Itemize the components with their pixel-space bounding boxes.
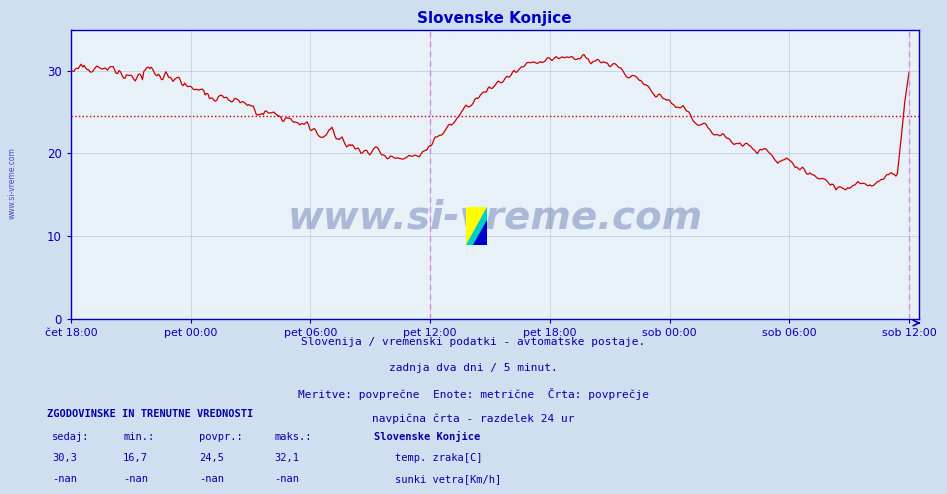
Polygon shape	[466, 207, 487, 245]
Text: povpr.:: povpr.:	[199, 432, 242, 442]
Text: min.:: min.:	[123, 432, 154, 442]
Text: maks.:: maks.:	[275, 432, 313, 442]
Text: ZGODOVINSKE IN TRENUTNE VREDNOSTI: ZGODOVINSKE IN TRENUTNE VREDNOSTI	[47, 410, 254, 419]
Text: navpična črta - razdelek 24 ur: navpična črta - razdelek 24 ur	[372, 414, 575, 424]
Text: Slovenske Konjice: Slovenske Konjice	[374, 431, 480, 442]
Polygon shape	[466, 207, 487, 245]
Text: 30,3: 30,3	[52, 453, 77, 463]
Text: sunki vetra[Km/h]: sunki vetra[Km/h]	[395, 474, 501, 484]
Text: Meritve: povprečne  Enote: metrične  Črta: povprečje: Meritve: povprečne Enote: metrične Črta:…	[298, 388, 649, 400]
Text: 32,1: 32,1	[275, 453, 299, 463]
Text: Slovenija / vremenski podatki - avtomatske postaje.: Slovenija / vremenski podatki - avtomats…	[301, 337, 646, 347]
Text: 24,5: 24,5	[199, 453, 223, 463]
Polygon shape	[474, 220, 487, 245]
Text: zadnja dva dni / 5 minut.: zadnja dva dni / 5 minut.	[389, 363, 558, 372]
Text: -nan: -nan	[123, 474, 148, 484]
Text: www.si-vreme.com: www.si-vreme.com	[8, 147, 17, 219]
Text: -nan: -nan	[199, 474, 223, 484]
Text: 16,7: 16,7	[123, 453, 148, 463]
Text: -nan: -nan	[275, 474, 299, 484]
Text: sedaj:: sedaj:	[52, 432, 90, 442]
Text: www.si-vreme.com: www.si-vreme.com	[287, 199, 703, 237]
Title: Slovenske Konjice: Slovenske Konjice	[418, 11, 572, 26]
Text: -nan: -nan	[52, 474, 77, 484]
Text: temp. zraka[C]: temp. zraka[C]	[395, 453, 482, 463]
